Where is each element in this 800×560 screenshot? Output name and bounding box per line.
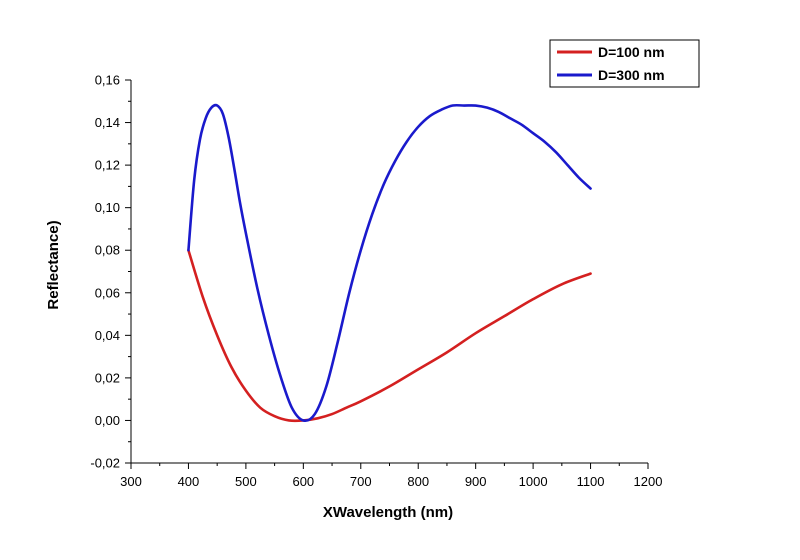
y-tick-label: 0,02 <box>95 370 120 385</box>
y-tick-label: 0,10 <box>95 200 120 215</box>
x-tick-label: 1100 <box>577 474 605 489</box>
legend-label-d300: D=300 nm <box>598 67 665 83</box>
legend-label-d100: D=100 nm <box>598 44 665 60</box>
x-tick-label: 900 <box>465 474 487 489</box>
y-axis: -0,02 0,00 0,02 0,04 0,06 0,08 0,10 0,12 0,14 0,1… <box>90 73 132 471</box>
y-tick-label: 0,12 <box>95 158 120 173</box>
legend: D=100 nm D=300 nm <box>549 39 700 88</box>
y-tick-label: 0,08 <box>95 243 120 258</box>
x-tick-label: 500 <box>235 474 257 489</box>
y-tick-label: 0,14 <box>95 115 120 130</box>
y-tick-label: 0,16 <box>95 73 120 88</box>
series-layer <box>187 103 592 423</box>
x-axis: 300 400 500 600 700 800 900 1000 1100 1200 <box>120 462 663 489</box>
series-line-d100 <box>187 248 592 423</box>
series-line-d300 <box>187 103 592 423</box>
x-tick-label: 1200 <box>634 474 663 489</box>
x-tick-label: 1000 <box>519 474 548 489</box>
x-tick-label: 700 <box>350 474 372 489</box>
y-tick-label: -0,02 <box>90 456 120 471</box>
x-axis-title: XWavelength (nm) <box>323 504 453 521</box>
y-axis-title: Reflectance) <box>45 220 62 309</box>
x-tick-label: 300 <box>120 474 142 489</box>
y-tick-label: 0,00 <box>95 413 120 428</box>
x-tick-label: 800 <box>407 474 429 489</box>
y-tick-label: 0,04 <box>95 328 120 343</box>
legend-box <box>549 39 700 88</box>
x-tick-label: 600 <box>292 474 314 489</box>
y-tick-label: 0,06 <box>95 285 120 300</box>
x-tick-label: 400 <box>178 474 200 489</box>
